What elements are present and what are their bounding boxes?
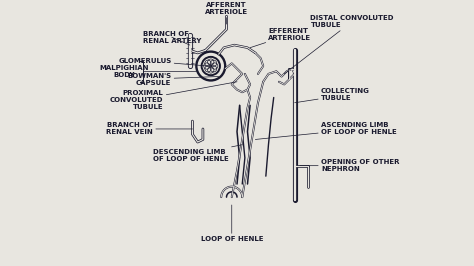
Text: ASCENDING LIMB
OF LOOP OF HENLE: ASCENDING LIMB OF LOOP OF HENLE xyxy=(255,122,397,139)
Text: BRANCH OF
RENAL ARTERY: BRANCH OF RENAL ARTERY xyxy=(143,31,201,45)
Text: DESCENDING LIMB
OF LOOP OF HENLE: DESCENDING LIMB OF LOOP OF HENLE xyxy=(153,145,242,162)
Text: BRANCH OF
RENAL VEIN: BRANCH OF RENAL VEIN xyxy=(106,122,192,135)
Text: BOWMAN'S
CAPSULE: BOWMAN'S CAPSULE xyxy=(128,73,219,86)
Text: MALPIGHIAN
BODY: MALPIGHIAN BODY xyxy=(100,65,149,78)
Text: PROXIMAL
CONVOLUTED
TUBULE: PROXIMAL CONVOLUTED TUBULE xyxy=(110,82,237,110)
Text: COLLECTING
TUBULE: COLLECTING TUBULE xyxy=(295,88,370,103)
Text: OPENING OF OTHER
NEPHRON: OPENING OF OTHER NEPHRON xyxy=(300,159,400,172)
Text: LOOP OF HENLE: LOOP OF HENLE xyxy=(201,205,263,242)
Text: GLOMERULUS: GLOMERULUS xyxy=(118,58,208,66)
Text: AFFERENT
ARTERIOLE: AFFERENT ARTERIOLE xyxy=(205,2,248,24)
Text: DISTAL CONVOLUTED
TUBULE: DISTAL CONVOLUTED TUBULE xyxy=(284,15,394,74)
Text: EFFERENT
ARTERIOLE: EFFERENT ARTERIOLE xyxy=(250,28,311,48)
